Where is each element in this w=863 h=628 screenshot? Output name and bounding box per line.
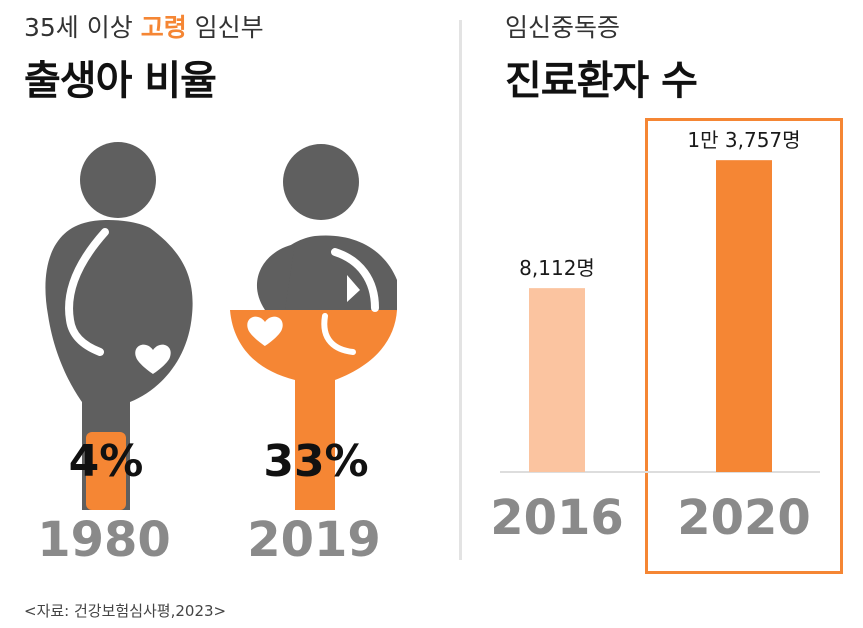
percent-2019: 33% <box>263 436 369 487</box>
value-label-2020: 1만 3,757명 <box>687 128 801 153</box>
left-subtitle: 35세 이상 고령 임신부 <box>24 8 264 44</box>
bar-2020 <box>716 160 772 472</box>
subtitle-accent-text: 고령 <box>140 13 187 42</box>
year-2019: 2019 <box>247 512 381 568</box>
subtitle-text-post: 임신부 <box>186 13 264 42</box>
panel-divider <box>459 20 462 560</box>
category-2020: 2020 <box>677 490 811 546</box>
source-note: <자료: 건강보험심사평,2023> <box>24 602 227 620</box>
year-1980: 1980 <box>37 512 171 568</box>
pregnant-figure-1980-icon <box>45 142 193 510</box>
subtitle-text-pre: 35세 이상 <box>24 13 141 42</box>
pregnant-figure-2019-icon <box>230 144 397 510</box>
bar-chart <box>500 160 820 473</box>
value-label-2016: 8,112명 <box>519 256 595 281</box>
left-title: 출생아 비율 <box>24 58 217 104</box>
bar-2016 <box>529 288 585 472</box>
category-2016: 2016 <box>490 490 624 546</box>
right-title: 진료환자 수 <box>505 58 698 104</box>
right-subtitle: 임신중독증 <box>505 13 621 42</box>
highlight-box <box>645 118 843 574</box>
percent-1980: 4% <box>68 436 144 487</box>
